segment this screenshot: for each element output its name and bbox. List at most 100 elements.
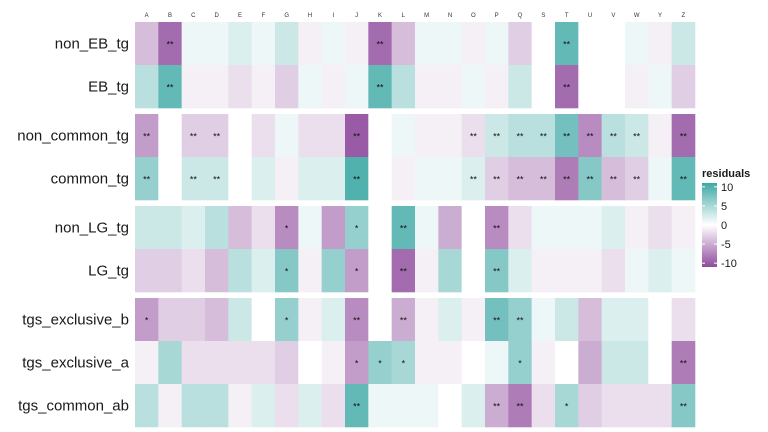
cell-tgs_common_ab-M	[415, 384, 439, 428]
column-label-Y: Y	[658, 13, 662, 19]
cell-non_EB_tg-C	[181, 22, 206, 66]
cell-EB_tg-K	[368, 65, 392, 109]
cell-EB_tg-Z	[671, 65, 696, 109]
cell-LG_tg-F	[251, 249, 276, 293]
cell-non_common_tg-N	[438, 114, 462, 158]
cell-common_tg-H	[298, 157, 322, 201]
cell-common_tg-C	[181, 157, 206, 201]
cell-tgs_common_ab-H	[298, 384, 322, 428]
column-label-U: U	[588, 13, 592, 19]
cell-EB_tg-O	[461, 65, 486, 109]
cell-LG_tg-T	[555, 249, 579, 293]
significance-tgs_common_ab-T: *	[565, 402, 569, 412]
significance-non_common_tg-T: **	[563, 132, 571, 142]
significance-markers: ** ** **** ** **** ** ** ** ** ** ** ** ** ** ** ** ****…	[143, 40, 687, 412]
cell-LG_tg-K	[368, 249, 392, 293]
cell-non_common_tg-V	[601, 114, 626, 158]
significance-tgs_common_ab-Z: **	[680, 402, 688, 412]
row-label-EB_tg: EB_tg	[88, 79, 129, 96]
column-label-K: K	[378, 13, 382, 19]
cell-non_EB_tg-T	[555, 22, 579, 66]
cell-non_LG_tg-U	[578, 206, 602, 250]
significance-tgs_exclusive_b-J: **	[353, 316, 361, 326]
cell-non_common_tg-K	[368, 114, 392, 158]
legend-tick-label: 0	[721, 220, 727, 232]
cell-tgs_common_ab-Q	[508, 384, 532, 428]
significance-tgs_exclusive_b-Q: **	[516, 316, 524, 326]
cell-LG_tg-W	[625, 249, 649, 293]
cell-non_LG_tg-F	[251, 206, 276, 250]
cell-LG_tg-C	[181, 249, 206, 293]
cell-non_common_tg-G	[275, 114, 299, 158]
row-label-common_tg: common_tg	[51, 171, 129, 188]
cell-tgs_exclusive_a-Q	[508, 341, 532, 385]
cell-common_tg-N	[438, 157, 462, 201]
cell-non_EB_tg-O	[461, 22, 486, 66]
cell-EB_tg-G	[275, 65, 299, 109]
significance-common_tg-C: **	[190, 175, 198, 185]
cell-tgs_exclusive_b-Z	[671, 298, 696, 342]
cell-non_common_tg-Z	[671, 114, 696, 158]
cell-non_EB_tg-S	[531, 22, 556, 66]
cell-common_tg-S	[531, 157, 556, 201]
cell-tgs_exclusive_a-F	[251, 341, 276, 385]
cell-non_common_tg-F	[251, 114, 276, 158]
cell-EB_tg-V	[601, 65, 626, 109]
cell-EB_tg-Q	[508, 65, 532, 109]
column-label-A: A	[145, 13, 149, 19]
cell-non_common_tg-O	[461, 114, 486, 158]
legend-tick-label: 10	[721, 182, 733, 194]
column-label-Q: Q	[518, 13, 523, 19]
row-label-non_common_tg: non_common_tg	[17, 128, 129, 145]
cell-non_common_tg-E	[228, 114, 252, 158]
significance-tgs_exclusive_a-Z: **	[680, 359, 688, 369]
cell-non_common_tg-Q	[508, 114, 532, 158]
cell-common_tg-B	[158, 157, 182, 201]
cell-non_LG_tg-K	[368, 206, 392, 250]
cell-EB_tg-T	[555, 65, 579, 109]
cell-tgs_exclusive_a-S	[531, 341, 556, 385]
cell-non_common_tg-M	[415, 114, 439, 158]
significance-common_tg-O: **	[470, 175, 478, 185]
cell-LG_tg-M	[415, 249, 439, 293]
cell-LG_tg-N	[438, 249, 462, 293]
cell-common_tg-T	[555, 157, 579, 201]
cell-non_EB_tg-V	[601, 22, 626, 66]
significance-common_tg-D: **	[213, 175, 221, 185]
cell-non_common_tg-S	[531, 114, 556, 158]
cell-common_tg-J	[345, 157, 369, 201]
cell-tgs_exclusive_a-O	[461, 341, 486, 385]
cell-tgs_exclusive_a-C	[181, 341, 206, 385]
column-label-E: E	[238, 13, 242, 19]
significance-common_tg-J: **	[353, 175, 361, 185]
legend-tick-label: -5	[721, 239, 731, 251]
cell-non_common_tg-U	[578, 114, 602, 158]
cell-tgs_exclusive_b-D	[205, 298, 229, 342]
significance-tgs_exclusive_a-J: *	[355, 359, 359, 369]
column-label-L: L	[402, 13, 406, 19]
cell-non_LG_tg-T	[555, 206, 579, 250]
column-label-H: H	[308, 13, 312, 19]
cell-tgs_common_ab-S	[531, 384, 556, 428]
column-label-B: B	[168, 13, 172, 19]
cell-non_LG_tg-E	[228, 206, 252, 250]
cell-non_LG_tg-B	[158, 206, 182, 250]
cell-tgs_exclusive_b-E	[228, 298, 252, 342]
cell-tgs_common_ab-E	[228, 384, 252, 428]
cell-non_EB_tg-W	[625, 22, 649, 66]
cell-tgs_exclusive_b-B	[158, 298, 182, 342]
cell-tgs_exclusive_a-Y	[648, 341, 672, 385]
significance-non_LG_tg-G: *	[285, 224, 289, 234]
significance-LG_tg-J: *	[355, 267, 359, 277]
cell-tgs_exclusive_a-U	[578, 341, 602, 385]
cell-EB_tg-A	[135, 65, 159, 109]
significance-tgs_exclusive_b-P: **	[493, 316, 501, 326]
cell-tgs_exclusive_b-L	[391, 298, 416, 342]
significance-non_common_tg-O: **	[470, 132, 478, 142]
column-label-D: D	[214, 13, 219, 19]
significance-non_common_tg-D: **	[213, 132, 221, 142]
column-label-F: F	[261, 13, 265, 19]
cell-EB_tg-D	[205, 65, 229, 109]
